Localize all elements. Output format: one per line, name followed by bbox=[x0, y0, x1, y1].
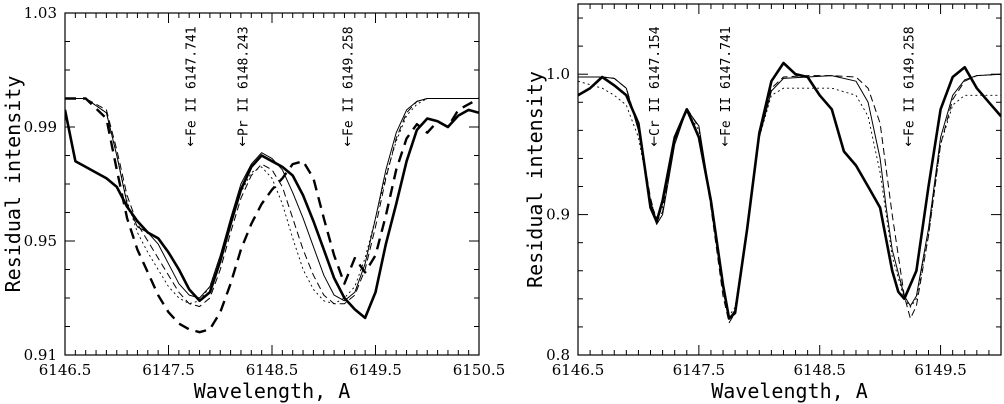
plot-frame bbox=[64, 12, 480, 356]
x-tick-label: 6146.5 bbox=[552, 361, 605, 379]
x-axis-title: Wavelength, A bbox=[711, 379, 868, 403]
y-tick-label: 0.9 bbox=[546, 206, 570, 224]
right-spectrum-panel: 6146.5 6147.5 6148.5 6149.5 0.8 0.9 1.0 Wavelen… bbox=[523, 3, 1002, 403]
y-tick-label: 1.03 bbox=[24, 4, 57, 22]
x-tick-label: 6148.5 bbox=[246, 361, 299, 379]
series-line-2 bbox=[578, 73, 1001, 319]
line-marker-arrow: ↓ bbox=[649, 135, 660, 150]
series-line-1 bbox=[578, 61, 1001, 320]
series-line-2 bbox=[65, 98, 479, 302]
line-annotation-label: Fe II 6149.258 bbox=[341, 26, 356, 136]
series-group bbox=[578, 61, 1001, 324]
y-tick-label: 0.99 bbox=[24, 118, 57, 136]
line-marker-arrow: ↓ bbox=[903, 135, 914, 150]
series-line-4 bbox=[578, 80, 1001, 317]
series-line-5 bbox=[65, 97, 479, 334]
line-marker-arrow: ↓ bbox=[342, 135, 353, 150]
line-marker-arrow: ↓ bbox=[185, 135, 196, 150]
x-tick-label: 6146.5 bbox=[39, 361, 92, 379]
x-axis-title: Wavelength, A bbox=[194, 379, 351, 403]
x-tick-label: 6148.5 bbox=[793, 361, 846, 379]
line-annotation-label: Fe II 6147.741 bbox=[719, 26, 734, 136]
x-tick-label: 6149.5 bbox=[914, 361, 967, 379]
x-tick-label: 6147.5 bbox=[142, 361, 195, 379]
line-marker-arrow: ↓ bbox=[720, 135, 731, 150]
y-axis-title: Residual intensity bbox=[523, 71, 547, 288]
line-annotation-label: Fe II 6149.258 bbox=[902, 26, 917, 136]
y-tick-label: 0.91 bbox=[24, 346, 57, 364]
line-annotation-label: Fe II 6147.741 bbox=[184, 26, 199, 136]
line-annotation-label: Pr II 6148.243 bbox=[236, 26, 251, 136]
plot-frame bbox=[577, 3, 1002, 356]
y-tick-label: 0.8 bbox=[546, 346, 570, 364]
left-spectrum-panel: 6146.5 6147.5 6148.5 6149.5 6150.5 0.91 0.95 0.… bbox=[1, 4, 505, 403]
y-axis-title: Residual intensity bbox=[1, 76, 25, 293]
y-tick-label: 0.95 bbox=[24, 232, 57, 250]
series-line-3 bbox=[578, 73, 1001, 324]
series-line-3 bbox=[65, 98, 479, 307]
x-tick-label: 6149.5 bbox=[349, 361, 402, 379]
x-tick-label: 6150.5 bbox=[453, 361, 506, 379]
y-tick-label: 1.0 bbox=[546, 65, 570, 83]
series-line-1 bbox=[65, 108, 479, 320]
series-group bbox=[65, 97, 479, 334]
line-marker-arrow: ↓ bbox=[237, 135, 248, 150]
x-tick-label: 6147.5 bbox=[673, 361, 726, 379]
line-annotation-label: Cr II 6147.154 bbox=[648, 26, 663, 136]
